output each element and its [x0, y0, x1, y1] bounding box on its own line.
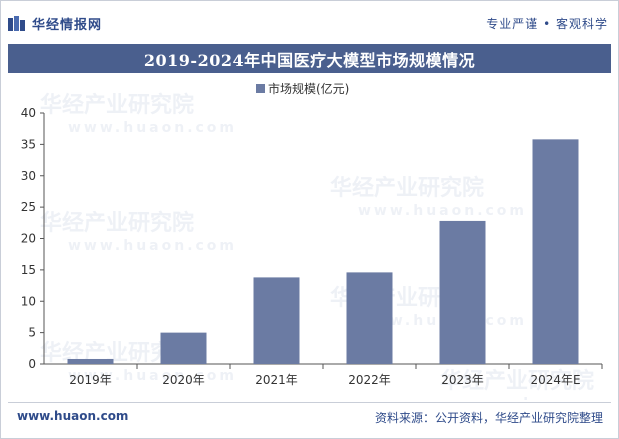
brand-logo-icon [8, 15, 25, 31]
brand-name: 华经情报网 [32, 18, 103, 33]
y-tick-label: 5 [28, 326, 36, 340]
x-tick-label: 2020年 [162, 373, 205, 387]
footer-source: 资料来源：公开资料，华经产业研究院整理 [374, 411, 603, 425]
bar-2022年[interactable] [346, 272, 393, 364]
watermark-text: 华经产业研究院 [40, 210, 194, 236]
watermark-url: www.huaon.com [68, 120, 237, 136]
watermark-text: 华经产业研究院 [330, 175, 484, 201]
brand[interactable]: 华经情报网 [8, 14, 102, 33]
header-bar: 华经情报网 专业严谨 • 客观科学 [8, 10, 608, 36]
watermark-text: 华经产业研究院 [40, 92, 194, 118]
legend-label: 市场规模(亿元) [268, 81, 349, 96]
axes [40, 112, 603, 369]
bar-2020年[interactable] [160, 332, 207, 364]
x-tick-label: 2021年 [255, 373, 298, 387]
watermark-text: 华经产业研究院 [440, 368, 594, 394]
legend-swatch [256, 84, 265, 93]
bar-2024年E[interactable] [532, 139, 579, 364]
axis-labels: 0 5 10 15 20 25 30 35 40 2019年 2020年 2021年 2022年 2023… [21, 106, 581, 387]
tagline: 专业严谨 • 客观科学 [486, 17, 608, 31]
x-tick-label: 2019年 [69, 373, 112, 387]
footer-divider [8, 402, 611, 403]
watermark-url: www.huaon.com [68, 368, 237, 384]
watermark-url: www.huaon.com [468, 396, 619, 400]
y-tick-label: 0 [28, 357, 36, 371]
y-tick-label: 15 [21, 263, 36, 277]
watermarks: 华经产业研究院 www.huaon.com 华经产业研究院 www.huaon.com… [40, 92, 619, 400]
x-tick-label: 2022年 [348, 373, 391, 387]
x-tick-label: 2024年E [530, 373, 580, 387]
watermark-url: www.huaon.com [358, 203, 527, 219]
y-tick-label: 30 [21, 169, 36, 183]
legend: 市场规模(亿元) [256, 81, 349, 96]
bar-2019年[interactable] [67, 358, 114, 364]
chart-title: 2019-2024年中国医疗大模型市场规模情况 [143, 50, 476, 70]
title-bar: 2019-2024年中国医疗大模型市场规模情况 [8, 44, 611, 73]
y-tick-label: 25 [21, 200, 36, 214]
bar-2021年[interactable] [253, 277, 300, 364]
y-tick-label: 10 [21, 294, 36, 308]
bar-chart: 华经产业研究院 www.huaon.com 华经产业研究院 www.huaon.com… [21, 81, 619, 400]
y-tick-label: 35 [21, 137, 36, 151]
footer-website[interactable]: www.huaon.com [17, 409, 129, 423]
bar-2023年[interactable] [439, 220, 486, 364]
watermark-url: www.huaon.com [68, 238, 237, 254]
y-tick-label: 20 [21, 232, 36, 246]
bars [67, 139, 579, 364]
x-tick-label: 2023年 [441, 373, 484, 387]
y-tick-label: 40 [21, 106, 36, 120]
